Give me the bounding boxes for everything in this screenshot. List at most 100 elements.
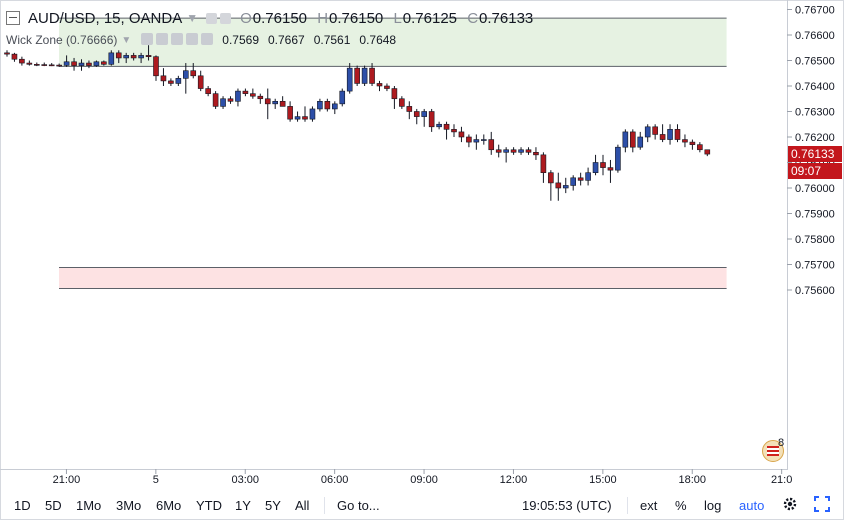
candle: [473, 134, 480, 150]
price-tick-label: 0.75900: [795, 209, 835, 221]
candle: [555, 172, 562, 201]
range-1y-button[interactable]: 1Y: [235, 498, 251, 513]
candle: [190, 63, 197, 79]
candle-body: [4, 52, 10, 55]
percent-toggle[interactable]: %: [675, 498, 687, 513]
candle: [19, 56, 25, 66]
candle: [123, 52, 129, 64]
settings-icon[interactable]: [220, 12, 232, 24]
candles-layer: [4, 45, 711, 201]
flag-icon[interactable]: [762, 440, 784, 462]
indicator-value: 0.7648: [359, 33, 397, 47]
range-5d-button[interactable]: 5D: [45, 498, 62, 513]
candle: [406, 101, 413, 120]
eye-icon[interactable]: [141, 32, 154, 45]
candle: [324, 98, 331, 112]
ext-toggle[interactable]: ext: [640, 498, 658, 513]
utc-clock[interactable]: 19:05:53 (UTC): [522, 498, 612, 513]
candle-body: [652, 126, 658, 135]
indicator-chevron-icon[interactable]: ▼: [121, 34, 132, 46]
time-tick-label: 21:00: [53, 474, 81, 486]
range-6mo-button[interactable]: 6Mo: [156, 498, 182, 513]
candle: [689, 139, 696, 150]
candle: [175, 75, 182, 86]
candle: [622, 129, 629, 153]
candle-body: [376, 83, 383, 87]
symbol-title[interactable]: AUD/USD, 15, OANDA: [28, 9, 183, 27]
candle: [108, 50, 115, 66]
supply-zone: [59, 18, 727, 67]
candle: [130, 52, 137, 61]
time-tick-label: 06:00: [321, 474, 349, 486]
candle: [227, 96, 234, 104]
candle: [331, 101, 338, 115]
candle-body: [637, 136, 644, 148]
close-icon[interactable]: [201, 32, 214, 45]
log-toggle[interactable]: log: [704, 498, 722, 513]
price-tick-label: 0.76700: [795, 5, 835, 17]
ohlc-low-value: 0.76125: [402, 9, 458, 27]
time-tick-label: 5: [153, 474, 159, 486]
ohlc-high-label: H: [317, 9, 329, 27]
range-ytd-button[interactable]: YTD: [196, 498, 222, 513]
candle: [257, 93, 264, 104]
ohlc-open-value: 0.76150: [252, 9, 308, 27]
candle: [153, 55, 159, 81]
candle: [577, 172, 584, 186]
gear-icon[interactable]: [782, 496, 798, 512]
candle: [548, 170, 554, 201]
add-icon[interactable]: [186, 32, 199, 45]
range-1d-button[interactable]: 1D: [14, 498, 31, 513]
candle-body: [33, 64, 40, 66]
candle-body: [510, 149, 517, 153]
candle-body: [428, 111, 435, 128]
range-3mo-button[interactable]: 3Mo: [116, 498, 142, 513]
price-chart[interactable]: 0.75600 0.75700 0.75800 0.75900 0.76000 0.761…: [0, 0, 844, 492]
candle-body: [168, 80, 174, 84]
price-tick-label: 0.75800: [795, 234, 835, 246]
fullscreen-icon[interactable]: [814, 496, 830, 512]
ohlc-close-value: 0.76133: [479, 9, 534, 27]
candle: [235, 88, 241, 107]
candle: [56, 63, 62, 67]
candle-body: [183, 70, 189, 79]
candle-body: [48, 64, 55, 67]
source-icon[interactable]: [171, 32, 184, 45]
candle: [346, 63, 353, 94]
candle-body: [443, 123, 450, 130]
candle: [212, 91, 219, 109]
candle: [615, 144, 621, 173]
candle: [600, 154, 606, 176]
range-all-button[interactable]: All: [295, 498, 310, 513]
candle-body: [130, 55, 137, 59]
candle: [525, 147, 532, 155]
auto-toggle[interactable]: auto: [739, 498, 765, 513]
candle-body: [153, 56, 159, 77]
candle: [436, 121, 442, 130]
range-5y-button[interactable]: 5Y: [265, 498, 281, 513]
candle: [466, 134, 472, 148]
candle-body: [555, 182, 562, 189]
candle-body: [466, 136, 472, 143]
candle: [272, 98, 279, 109]
candle-body: [704, 149, 711, 155]
candle: [413, 108, 420, 125]
candle: [607, 159, 614, 183]
candle-body: [682, 139, 688, 143]
bottom-toolbar: 1D 5D 1Mo 3Mo 6Mo YTD 1Y 5Y All Go to...…: [0, 492, 844, 518]
goto-button[interactable]: Go to...: [337, 498, 380, 513]
collapse-toggle-icon[interactable]: [6, 11, 20, 25]
price-tick-label: 0.76600: [795, 30, 835, 42]
candle-body: [101, 61, 107, 65]
candle-body: [317, 101, 323, 110]
chevron-down-icon[interactable]: ▼: [186, 11, 199, 25]
candle: [205, 86, 211, 97]
indicator-name[interactable]: Wick Zone (0.76666): [6, 33, 118, 47]
settings-icon[interactable]: [156, 32, 169, 45]
range-1mo-button[interactable]: 1Mo: [76, 498, 102, 513]
eye-icon[interactable]: [206, 12, 218, 24]
bar-countdown-badge: 09:07: [788, 163, 842, 180]
candle: [287, 101, 293, 122]
candle-body: [540, 154, 547, 174]
candle: [101, 60, 107, 66]
